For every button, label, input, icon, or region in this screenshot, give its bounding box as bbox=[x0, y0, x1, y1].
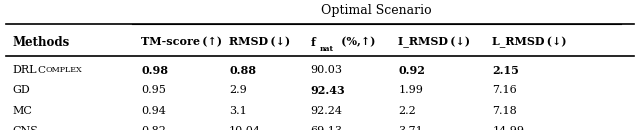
Text: 0.92: 0.92 bbox=[398, 65, 425, 76]
Text: 0.98: 0.98 bbox=[141, 65, 168, 76]
Text: 0.94: 0.94 bbox=[141, 106, 166, 116]
Text: 2.15: 2.15 bbox=[493, 65, 519, 76]
Text: I_RMSD (↓): I_RMSD (↓) bbox=[398, 36, 470, 48]
Text: nat: nat bbox=[319, 45, 333, 53]
Text: 92.24: 92.24 bbox=[310, 106, 342, 116]
Text: 0.88: 0.88 bbox=[229, 65, 256, 76]
Text: C: C bbox=[38, 66, 46, 75]
Text: 3.1: 3.1 bbox=[229, 106, 247, 116]
Text: RMSD (↓): RMSD (↓) bbox=[229, 37, 290, 48]
Text: OMPLEX: OMPLEX bbox=[46, 66, 83, 74]
Text: 14.99: 14.99 bbox=[493, 126, 525, 130]
Text: 7.18: 7.18 bbox=[493, 106, 517, 116]
Text: Optimal Scenario: Optimal Scenario bbox=[321, 4, 432, 17]
Text: TM-score (↑): TM-score (↑) bbox=[141, 37, 222, 48]
Text: 2.9: 2.9 bbox=[229, 86, 247, 95]
Text: MC: MC bbox=[13, 106, 33, 116]
Text: 0.82: 0.82 bbox=[141, 126, 166, 130]
Text: 10.04: 10.04 bbox=[229, 126, 261, 130]
Text: 90.03: 90.03 bbox=[310, 65, 342, 75]
Text: DRL: DRL bbox=[13, 65, 37, 75]
Text: 92.43: 92.43 bbox=[310, 85, 346, 96]
Text: Methods: Methods bbox=[13, 36, 70, 49]
Text: 2.2: 2.2 bbox=[398, 106, 416, 116]
Text: (%,↑): (%,↑) bbox=[339, 37, 376, 48]
Text: 7.16: 7.16 bbox=[493, 86, 517, 95]
Text: f: f bbox=[310, 37, 316, 48]
Text: 0.95: 0.95 bbox=[141, 86, 166, 95]
Text: GD: GD bbox=[13, 86, 31, 95]
Text: 1.99: 1.99 bbox=[398, 86, 423, 95]
Text: 69.13: 69.13 bbox=[310, 126, 342, 130]
Text: L_RMSD (↓): L_RMSD (↓) bbox=[493, 36, 567, 48]
Text: CNS: CNS bbox=[13, 126, 38, 130]
Text: 3.71: 3.71 bbox=[398, 126, 423, 130]
